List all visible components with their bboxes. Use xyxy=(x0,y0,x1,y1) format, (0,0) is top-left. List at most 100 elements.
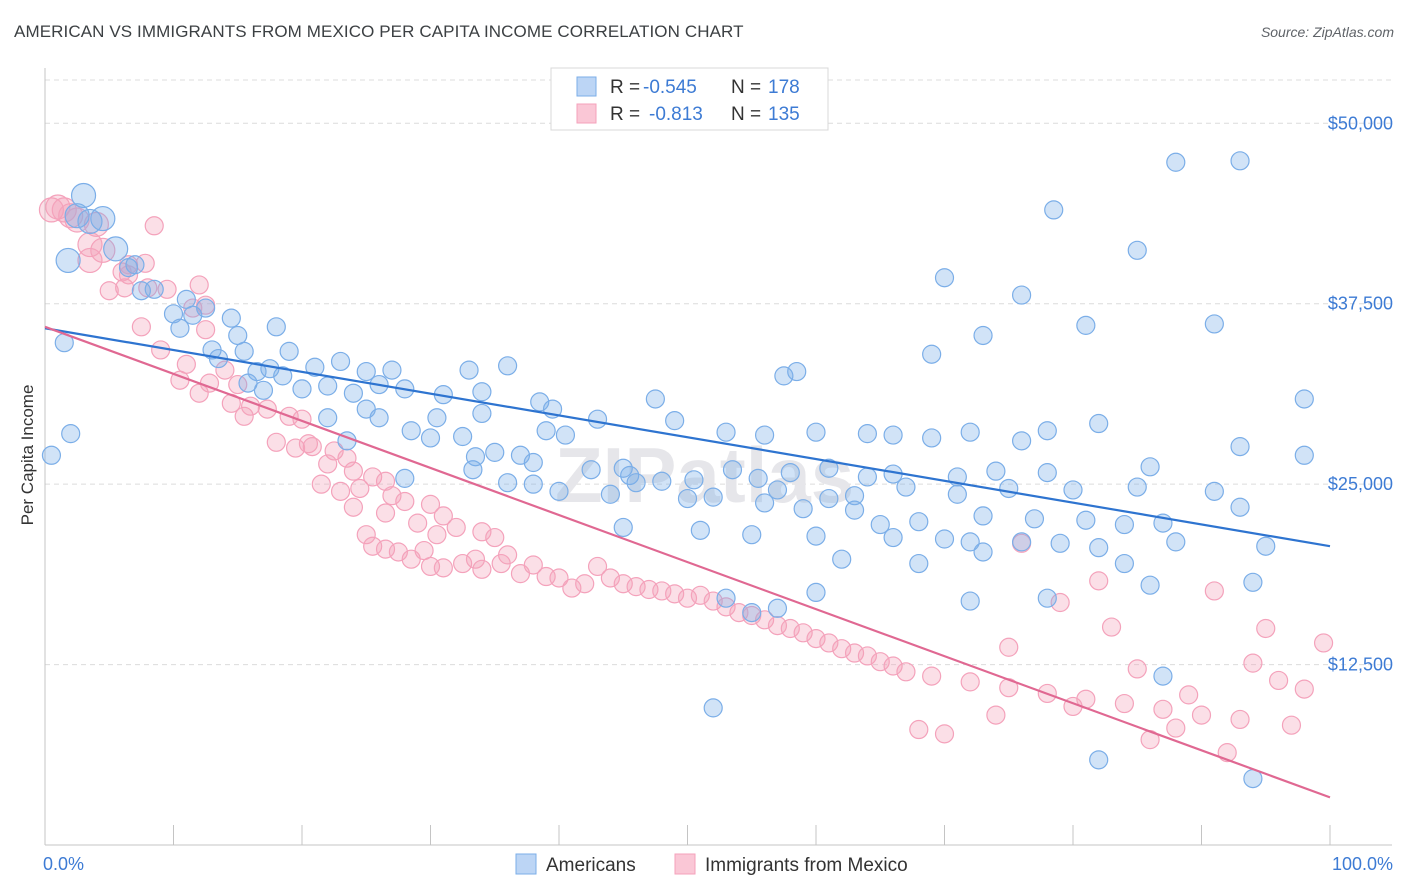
y-tick-label-3: $50,000 xyxy=(1328,113,1393,133)
mexico-point-52 xyxy=(375,503,396,523)
mexico-point-115 xyxy=(1268,670,1289,691)
americans-point-93 xyxy=(684,470,704,490)
y-tick-label-1: $25,000 xyxy=(1328,474,1393,494)
mexico-point-104 xyxy=(922,666,942,686)
mexico-point-96 xyxy=(806,628,826,649)
americans-point-118 xyxy=(549,481,569,501)
americans-point-104 xyxy=(395,468,415,488)
americans-point-69 xyxy=(555,425,576,445)
americans-point-66 xyxy=(427,408,447,428)
americans-point-72 xyxy=(716,422,736,442)
americans-point-101 xyxy=(986,461,1006,481)
mexico-point-72 xyxy=(491,553,511,574)
mexico-point-74 xyxy=(523,555,543,575)
americans-point-155 xyxy=(1037,588,1057,608)
americans-point-150 xyxy=(716,588,736,608)
americans-point-89 xyxy=(581,460,601,480)
americans-point-55 xyxy=(1204,314,1224,334)
americans-point-5 xyxy=(103,236,129,262)
americans-point-114 xyxy=(1063,480,1083,500)
americans-point-90 xyxy=(613,458,633,478)
americans-point-152 xyxy=(742,603,762,623)
mexico-point-101 xyxy=(870,652,890,672)
legend-mexico-r: -0.813 xyxy=(649,104,703,125)
americans-point-29 xyxy=(356,361,376,382)
americans-point-32 xyxy=(238,373,258,393)
americans-point-127 xyxy=(973,506,993,526)
americans-point-60 xyxy=(420,428,441,448)
mexico-point-114 xyxy=(1313,633,1334,653)
americans-point-116 xyxy=(1204,481,1224,501)
gridlines xyxy=(45,79,1392,666)
mexico-point-85 xyxy=(665,584,685,604)
americans-point-138 xyxy=(960,532,980,552)
americans-point-51 xyxy=(1127,240,1147,260)
mexico-point-132 xyxy=(1089,571,1109,591)
americans-point-75 xyxy=(857,424,878,444)
mexico-point-22 xyxy=(196,320,216,340)
legend-mexico-n: 135 xyxy=(768,104,800,125)
americans-point-78 xyxy=(960,422,980,442)
mexico-point-109 xyxy=(1114,693,1135,714)
americans-point-105 xyxy=(498,473,518,493)
stats-legend: R = -0.545 N = 178 R = -0.813 N = 135 xyxy=(550,67,829,131)
mexico-point-57 xyxy=(446,517,466,538)
legend-swatch-mexico xyxy=(576,103,597,124)
mexico-point-116 xyxy=(1204,581,1224,601)
americans-point-148 xyxy=(1140,575,1160,595)
y-tick-labels: $12,500 $25,000 $37,500 $50,000 xyxy=(1328,113,1393,674)
trend-americans xyxy=(44,327,1331,548)
americans-point-91 xyxy=(620,465,640,486)
mexico-point-14 xyxy=(189,275,209,295)
americans-point-107 xyxy=(626,473,646,493)
mexico-point-124 xyxy=(909,719,929,740)
bottom-legend-americans: Americans xyxy=(546,855,636,876)
americans-point-98 xyxy=(857,467,878,487)
americans-point-85 xyxy=(485,442,505,462)
mexico-point-37 xyxy=(266,432,286,452)
americans-point-38 xyxy=(292,379,312,399)
chart-source: Source: ZipAtlas.com xyxy=(1260,24,1394,40)
mexico-point-38 xyxy=(285,438,306,458)
americans-point-133 xyxy=(690,520,710,540)
mexico-point-9 xyxy=(77,247,103,274)
americans-point-37 xyxy=(253,380,274,400)
series-americans-points xyxy=(41,151,1314,789)
legend-americans-n: 178 xyxy=(768,77,800,98)
mexico-point-98 xyxy=(832,639,852,659)
y-tick-label-2: $37,500 xyxy=(1328,294,1393,314)
mexico-point-28 xyxy=(228,374,248,395)
americans-point-62 xyxy=(401,421,421,441)
mexico-point-70 xyxy=(472,559,492,579)
americans-point-1 xyxy=(64,203,90,229)
americans-point-50 xyxy=(934,268,955,288)
mexico-point-50 xyxy=(395,491,415,512)
americans-point-142 xyxy=(1166,532,1186,552)
americans-point-147 xyxy=(1114,553,1135,574)
americans-point-73 xyxy=(754,425,775,445)
americans-point-145 xyxy=(909,553,929,574)
americans-point-81 xyxy=(1089,413,1109,434)
mexico-point-54 xyxy=(433,506,453,526)
mexico-point-1 xyxy=(45,194,71,220)
americans-point-144 xyxy=(832,549,852,569)
americans-point-30 xyxy=(459,360,479,380)
mexico-point-15 xyxy=(99,281,119,301)
mexico-point-133 xyxy=(1256,618,1276,639)
series-mexico-points xyxy=(38,194,1334,763)
americans-point-108 xyxy=(767,480,788,500)
mexico-point-77 xyxy=(562,578,582,598)
americans-point-158 xyxy=(1089,750,1109,770)
mexico-point-48 xyxy=(350,478,370,499)
mexico-point-47 xyxy=(330,481,351,501)
mexico-point-117 xyxy=(1179,685,1199,705)
mexico-point-0 xyxy=(38,197,65,223)
americans-point-117 xyxy=(1230,497,1250,517)
americans-point-31 xyxy=(498,356,518,376)
americans-point-140 xyxy=(1050,533,1070,553)
mexico-point-105 xyxy=(960,672,980,692)
americans-point-39 xyxy=(343,383,363,403)
americans-point-94 xyxy=(722,460,743,480)
americans-point-13 xyxy=(183,305,203,325)
mexico-point-103 xyxy=(896,662,916,682)
